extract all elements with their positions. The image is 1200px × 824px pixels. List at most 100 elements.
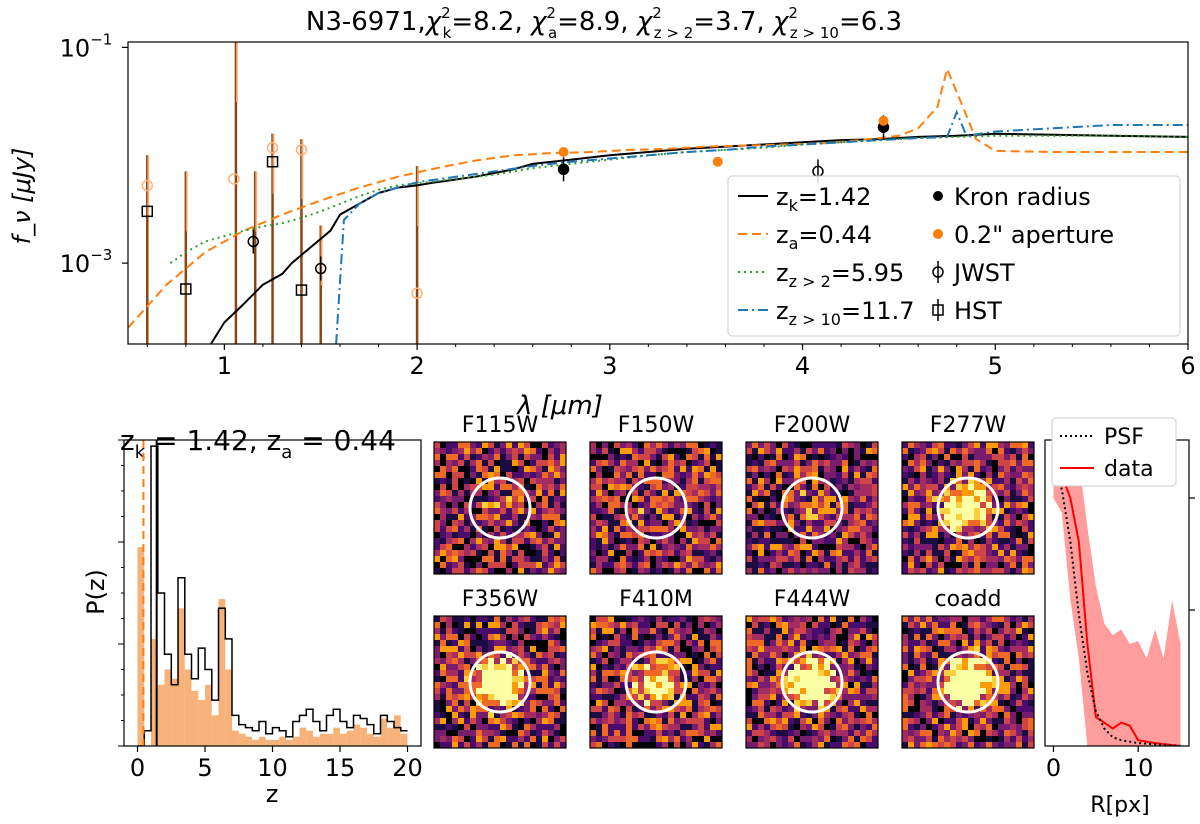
cutout-pixel	[938, 688, 945, 695]
cutout-pixel	[476, 454, 483, 461]
cutout-pixel	[662, 562, 669, 569]
cutout-pixel	[776, 562, 783, 569]
cutout-pixel	[788, 496, 795, 503]
cutout-pixel	[1022, 478, 1029, 485]
cutout-pixel	[650, 694, 657, 701]
cutout-pixel	[524, 724, 531, 731]
cutout-pixel	[656, 562, 663, 569]
cutout-pixel	[542, 568, 549, 575]
cutout-pixel	[992, 538, 999, 545]
cutout-pixel	[560, 502, 567, 509]
cutout-pixel	[524, 706, 531, 713]
cutout-pixel	[800, 442, 807, 449]
cutout-pixel	[446, 742, 453, 749]
cutout-pixel	[812, 526, 819, 533]
cutout-pixel	[518, 706, 525, 713]
cutout-pixel	[560, 730, 567, 737]
cutout-pixel	[512, 538, 519, 545]
cutout-pixel	[770, 742, 777, 749]
cutout-pixel	[602, 730, 609, 737]
cutout-pixel	[434, 634, 441, 641]
cutout-pixel	[674, 736, 681, 743]
cutout-pixel	[860, 622, 867, 629]
cutout-pixel	[512, 550, 519, 557]
cutout-pixel	[614, 700, 621, 707]
cutout-pixel	[770, 634, 777, 641]
cutout-pixel	[842, 526, 849, 533]
cutout-pixel	[686, 454, 693, 461]
cutout-pixel	[638, 442, 645, 449]
pz-aperture-bar	[333, 727, 340, 746]
cutout-pixel	[542, 496, 549, 503]
cutout-pixel	[452, 742, 459, 749]
cutout-pixel	[944, 466, 951, 473]
cutout-pixel	[686, 700, 693, 707]
cutout-pixel	[998, 502, 1005, 509]
cutout-pixel	[950, 688, 957, 695]
cutout-pixel	[434, 490, 441, 497]
cutout-pixel	[464, 676, 471, 683]
cutout-pixel	[860, 730, 867, 737]
cutout-pixel	[512, 514, 519, 521]
cutout-pixel	[560, 448, 567, 455]
cutout-pixel	[470, 466, 477, 473]
cutout-pixel	[692, 700, 699, 707]
cutout-pixel	[500, 568, 507, 575]
cutout-pixel	[692, 484, 699, 491]
cutout-pixel	[794, 460, 801, 467]
cutout-pixel	[764, 508, 771, 515]
cutout-pixel	[560, 538, 567, 545]
pz-kron-histogram	[137, 445, 408, 746]
cutout-pixel	[458, 502, 465, 509]
cutout-pixel	[950, 490, 957, 497]
cutout-pixel	[818, 664, 825, 671]
cutout-pixel	[872, 460, 879, 467]
cutout-pixel	[794, 496, 801, 503]
cutout-pixel	[614, 652, 621, 659]
cutout-pixel	[950, 526, 957, 533]
cutout-pixel	[662, 724, 669, 731]
cutout-pixel	[590, 544, 597, 551]
cutout-pixel	[620, 520, 627, 527]
cutout-pixel	[668, 496, 675, 503]
cutout-pixel	[1016, 556, 1023, 563]
cutout-pixel	[488, 466, 495, 473]
cutout-pixel	[938, 730, 945, 737]
cutout-pixel	[638, 694, 645, 701]
cutout-pixel	[644, 466, 651, 473]
cutout-pixel	[902, 496, 909, 503]
cutout-pixel	[968, 724, 975, 731]
cutout-pixel	[764, 490, 771, 497]
cutout-pixel	[488, 706, 495, 713]
cutout-pixel	[752, 694, 759, 701]
cutout-pixel	[596, 676, 603, 683]
cutout-pixel	[716, 712, 723, 719]
cutout-pixel	[620, 484, 627, 491]
cutout-pixel	[452, 484, 459, 491]
cutout-pixel	[758, 514, 765, 521]
cutout-pixel	[920, 706, 927, 713]
cutout-pixel	[986, 466, 993, 473]
cutout-pixel	[866, 526, 873, 533]
cutout-pixel	[560, 460, 567, 467]
cutout-pixel	[968, 700, 975, 707]
cutout-pixel	[710, 712, 717, 719]
cutout-pixel	[764, 514, 771, 521]
cutout-pixel	[608, 454, 615, 461]
sed-xtick-label: 3	[602, 352, 617, 380]
cutout-pixel	[830, 742, 837, 749]
cutout-pixel	[554, 742, 561, 749]
cutout-pixel	[932, 658, 939, 665]
cutout-pixel	[644, 562, 651, 569]
cutout-pixel	[632, 742, 639, 749]
cutout-pixel	[908, 472, 915, 479]
cutout-pixel	[1016, 562, 1023, 569]
cutout-pixel	[932, 718, 939, 725]
cutout-pixel	[710, 466, 717, 473]
cutout-pixel	[758, 700, 765, 707]
cutout-pixel	[698, 640, 705, 647]
cutout-pixel	[956, 484, 963, 491]
cutout-pixel	[506, 454, 513, 461]
cutout-pixel	[602, 724, 609, 731]
